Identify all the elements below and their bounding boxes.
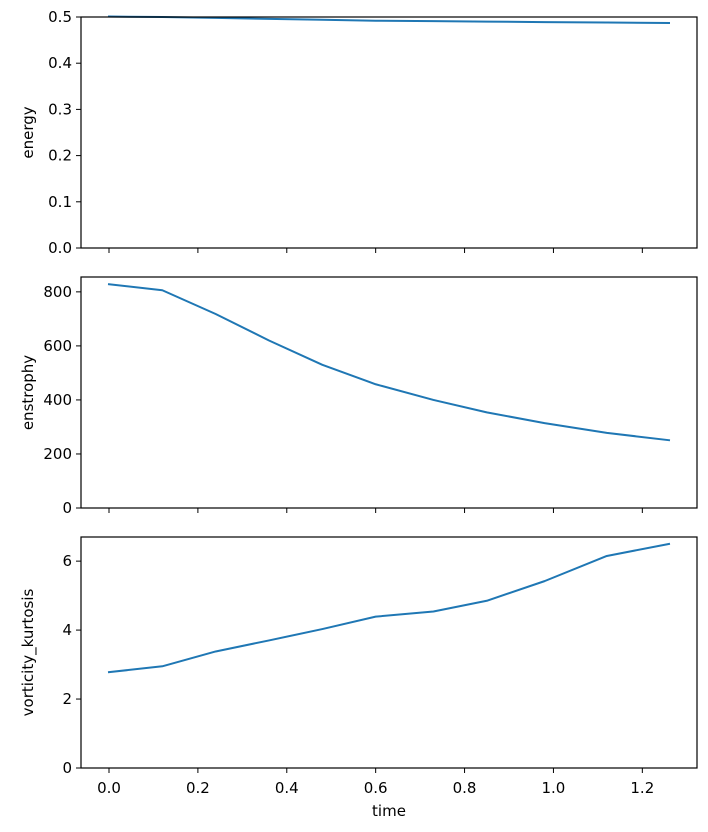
y-tick-label: 400 bbox=[43, 391, 72, 409]
x-tick-label: 1.0 bbox=[542, 779, 566, 797]
x-tick-label: 0.4 bbox=[275, 779, 299, 797]
axes-frame bbox=[80, 536, 698, 769]
y-tick-label: 600 bbox=[43, 337, 72, 355]
y-tick-label: 0.5 bbox=[48, 8, 72, 26]
x-tick-label: 0.2 bbox=[186, 779, 210, 797]
axes-frame bbox=[80, 16, 698, 249]
y-axis-label: vorticity_kurtosis bbox=[19, 588, 38, 716]
x-tick-label: 0.0 bbox=[97, 779, 121, 797]
energy-panel: 0.0 0.1 0.2 0.3 0.4 0.5 energy bbox=[19, 8, 698, 257]
y-tick-label: 4 bbox=[62, 621, 72, 639]
axes-frame bbox=[80, 276, 698, 509]
y-axis-label: enstrophy bbox=[19, 355, 37, 430]
y-tick-label: 200 bbox=[43, 445, 72, 463]
y-axis-label: energy bbox=[19, 106, 37, 158]
y-tick-label: 2 bbox=[62, 690, 72, 708]
y-tick-label: 0 bbox=[62, 499, 72, 517]
y-tick-label: 0.4 bbox=[48, 54, 72, 72]
vorticity-kurtosis-panel: 0 2 4 6 0.0 0.2 0.4 0.6 0.8 1.0 1.2 vorticity_kurto… bbox=[19, 536, 698, 820]
x-tick-label: 1.2 bbox=[630, 779, 654, 797]
x-tick-label: 0.8 bbox=[453, 779, 477, 797]
y-tick-label: 0.0 bbox=[48, 239, 72, 257]
y-tick-label: 6 bbox=[62, 552, 72, 570]
y-tick-label: 0.3 bbox=[48, 100, 72, 118]
y-tick-label: 0.1 bbox=[48, 193, 72, 211]
y-tick-label: 0 bbox=[62, 759, 72, 777]
enstrophy-panel: 0 200 400 600 800 enstrophy bbox=[19, 276, 698, 517]
series-line bbox=[107, 542, 671, 674]
y-tick-label: 0.2 bbox=[48, 147, 72, 165]
x-axis-label: time bbox=[372, 802, 406, 820]
series-line bbox=[107, 283, 671, 442]
series-line bbox=[107, 15, 671, 25]
y-tick-label: 800 bbox=[43, 283, 72, 301]
x-tick-label: 0.6 bbox=[364, 779, 388, 797]
